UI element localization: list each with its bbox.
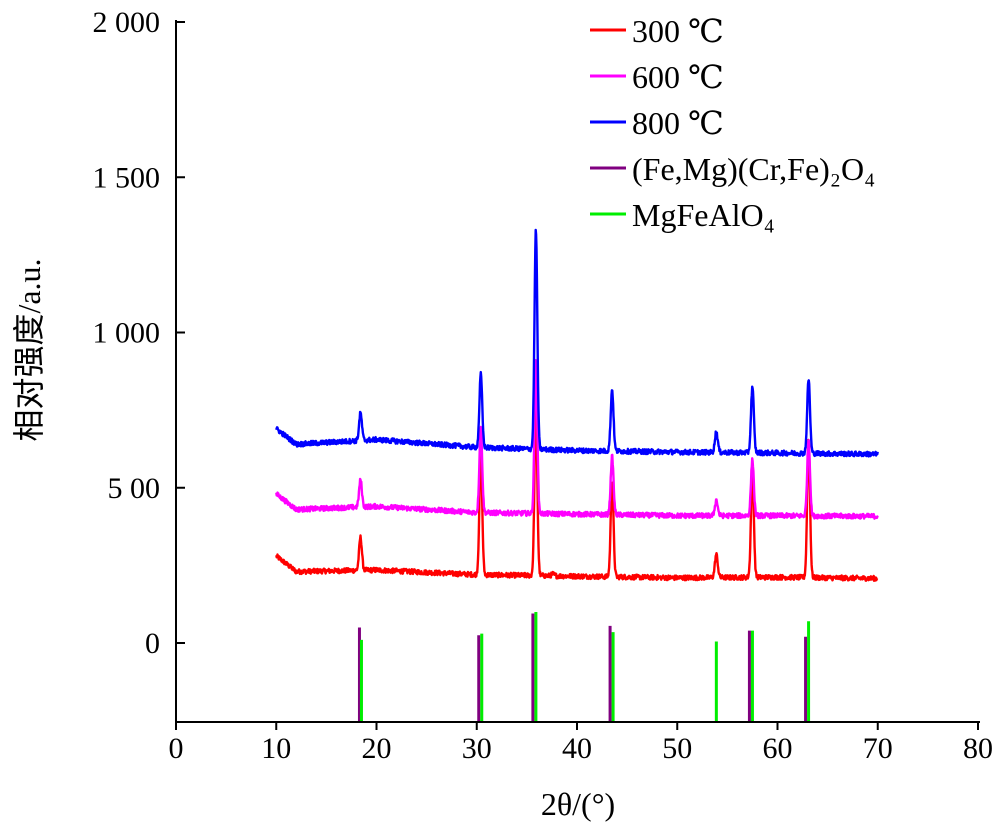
- x-tick-label: 40: [562, 732, 592, 765]
- y-tick-label: 1 000: [93, 317, 161, 350]
- legend: 300 ℃ 600 ℃ 800 ℃ (Fe,Mg)(Cr,Fe)₂O₄ MgFeAlO₄: [590, 13, 875, 233]
- legend-label: 800 ℃: [632, 105, 724, 141]
- x-tick-label: 80: [963, 732, 993, 765]
- x-tick-label: 60: [763, 732, 793, 765]
- legend-label: 600 ℃: [632, 59, 724, 95]
- x-axis-title: 2θ/(°): [541, 786, 615, 822]
- series-line: [275, 405, 879, 582]
- reference-sticks-layer: [357, 611, 811, 722]
- series-line: [275, 359, 879, 520]
- y-tick-label: 2 000: [93, 6, 161, 39]
- series-layer: [275, 228, 879, 582]
- series-line: [275, 228, 879, 458]
- ticks-layer: 0 10 20 30 40 50 60 70 80 0 5 00 1 000 1 500 2 000: [93, 6, 994, 765]
- x-tick-label: 50: [662, 732, 692, 765]
- legend-label: 300 ℃: [632, 13, 724, 49]
- legend-label: MgFeAlO₄: [632, 197, 775, 233]
- y-tick-label: 0: [145, 627, 160, 660]
- x-tick-label: 10: [261, 732, 291, 765]
- x-tick-label: 20: [362, 732, 392, 765]
- x-tick-label: 70: [863, 732, 893, 765]
- y-tick-label: 5 00: [108, 472, 161, 505]
- y-axis-title: 相对强度/a.u.: [11, 258, 47, 441]
- legend-label: (Fe,Mg)(Cr,Fe)₂O₄: [632, 151, 875, 187]
- x-tick-label: 0: [169, 732, 184, 765]
- y-tick-label: 1 500: [93, 161, 161, 194]
- x-tick-label: 30: [462, 732, 492, 765]
